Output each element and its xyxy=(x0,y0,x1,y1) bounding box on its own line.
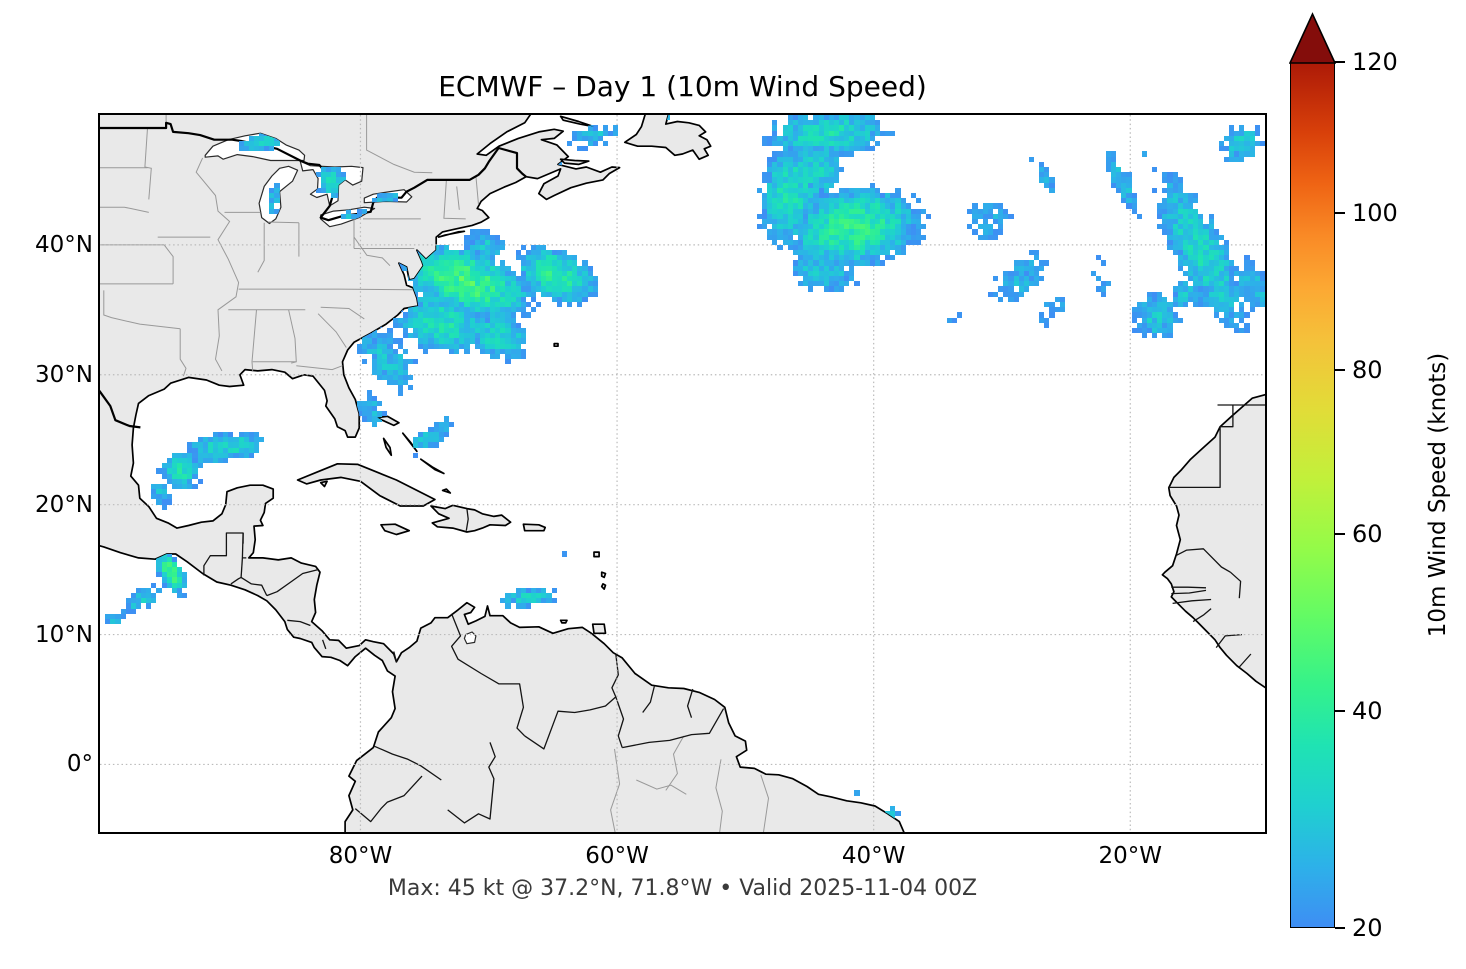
colorbar-tick-label: 20 xyxy=(1352,914,1383,942)
colorbar-tick-label: 100 xyxy=(1352,199,1398,228)
colorbar-tick-mark xyxy=(1335,368,1345,371)
colorbar-tick-label: 60 xyxy=(1352,520,1383,549)
colorbar-gradient-bar xyxy=(1290,62,1335,928)
colorbar-arrow-triangle xyxy=(1289,12,1336,64)
y-tick-label: 30°N xyxy=(35,361,93,388)
colorbar-tick-mark xyxy=(1335,212,1345,215)
colorbar-tick-mark xyxy=(1335,927,1345,929)
colorbar-extend-arrow xyxy=(1289,12,1336,64)
colorbar-tick-mark xyxy=(1335,710,1345,713)
colorbar-tick-mark xyxy=(1335,533,1345,536)
colorbar: 120 100 80 60 40 20 10m Wind Speed (knots) xyxy=(1289,12,1466,954)
chart-title: ECMWF – Day 1 (10m Wind Speed) xyxy=(438,70,927,103)
colorbar-tick-label: 80 xyxy=(1352,355,1383,384)
x-tick-label: 80°W xyxy=(328,843,393,869)
map-plot-area xyxy=(98,113,1267,834)
caption-annotation: Max: 45 kt @ 37.2°N, 71.8°W • Valid 2025… xyxy=(387,876,978,901)
y-tick-label: 10°N xyxy=(35,621,93,648)
x-tick-label: 20°W xyxy=(1098,843,1163,869)
colorbar-axis-label: 10m Wind Speed (knots) xyxy=(1425,352,1451,638)
x-tick-label: 60°W xyxy=(585,843,649,869)
colorbar-tick-mark xyxy=(1335,61,1345,63)
y-tick-label: 40°N xyxy=(35,231,93,258)
colorbar-tick-label: 40 xyxy=(1352,697,1383,726)
wind-speed-layer xyxy=(100,115,1265,832)
x-tick-label: 40°W xyxy=(841,843,906,869)
colorbar-tick-label: 120 xyxy=(1352,48,1398,76)
y-tick-label: 20°N xyxy=(35,491,93,518)
y-tick-label: 0° xyxy=(66,751,93,778)
